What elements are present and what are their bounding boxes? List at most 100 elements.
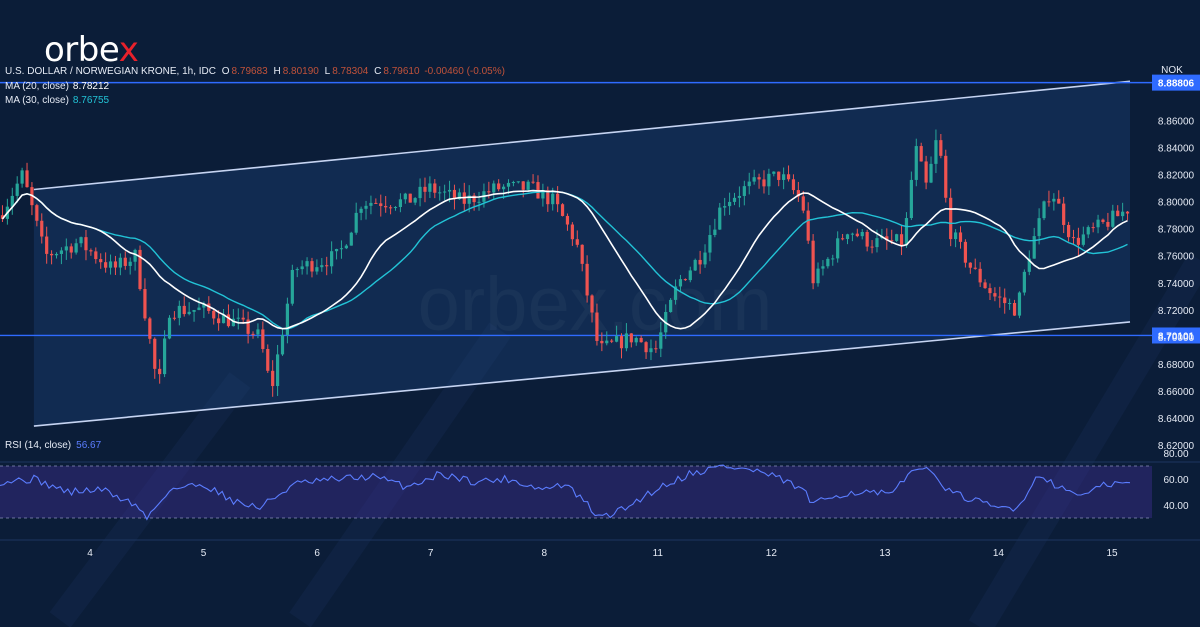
candle-body bbox=[221, 314, 226, 324]
time-axis[interactable]: 4 5 6 7 8 11 12 13 14 15 bbox=[87, 548, 1118, 559]
candle-body bbox=[649, 348, 653, 353]
price-tick-label: 8.66000 bbox=[1158, 387, 1195, 398]
candle-body bbox=[428, 183, 432, 192]
price-tick-label: 8.80000 bbox=[1158, 198, 1195, 209]
candle-body bbox=[35, 205, 39, 221]
candle-body bbox=[673, 286, 678, 300]
price-tick-label: 8.78000 bbox=[1158, 225, 1195, 236]
time-tick-label: 13 bbox=[879, 548, 891, 559]
candle-body bbox=[344, 245, 348, 249]
candle-body bbox=[271, 370, 275, 387]
candle-body bbox=[585, 263, 589, 296]
candle-body bbox=[791, 179, 796, 191]
candle-body bbox=[64, 246, 68, 251]
ma30-value: 8.76755 bbox=[72, 95, 110, 106]
candle-body bbox=[1012, 302, 1017, 316]
rsi-band bbox=[0, 466, 1152, 518]
candle-body bbox=[683, 279, 687, 281]
candle-body bbox=[359, 208, 363, 213]
candle-body bbox=[659, 332, 663, 349]
candle-body bbox=[560, 204, 565, 216]
candle-body bbox=[334, 249, 339, 252]
candle-body bbox=[777, 171, 781, 180]
candle-body bbox=[128, 261, 132, 266]
candle-body bbox=[619, 336, 624, 349]
candle-body bbox=[497, 183, 501, 190]
candle-body bbox=[772, 171, 776, 174]
candle-body bbox=[320, 265, 324, 268]
rsi-label: RSI (14, close) bbox=[5, 440, 72, 451]
candle-body bbox=[69, 246, 73, 253]
candle-body bbox=[143, 289, 147, 319]
price-tick-label: 8.86000 bbox=[1158, 117, 1195, 128]
candle-body bbox=[575, 239, 579, 245]
time-tick-label: 12 bbox=[766, 548, 778, 559]
price-tick-label: 8.84000 bbox=[1158, 144, 1195, 155]
candle-body bbox=[624, 333, 629, 349]
price-tick-label: 8.74000 bbox=[1158, 279, 1195, 290]
candle-body bbox=[315, 267, 319, 272]
candle-body bbox=[1008, 302, 1012, 304]
candle-body bbox=[870, 246, 874, 248]
time-tick-label: 15 bbox=[1106, 548, 1118, 559]
candle-body bbox=[501, 186, 506, 190]
candle-body bbox=[266, 348, 270, 371]
candle-body bbox=[74, 243, 78, 253]
time-tick-label: 7 bbox=[428, 548, 434, 559]
candle-body bbox=[1111, 210, 1115, 227]
candle-body bbox=[290, 269, 294, 304]
price-tick-label: 8.76000 bbox=[1158, 252, 1195, 263]
candle-body bbox=[256, 329, 260, 335]
candle-body bbox=[1022, 271, 1026, 293]
candle-body bbox=[349, 232, 353, 246]
candle-body bbox=[15, 183, 19, 196]
candle-body bbox=[231, 318, 235, 327]
candle-body bbox=[280, 334, 285, 355]
candle-body bbox=[94, 251, 98, 260]
candle-body bbox=[393, 207, 398, 209]
channel-upper-line bbox=[33, 80, 1131, 191]
candle-body bbox=[59, 250, 64, 254]
candle-body bbox=[678, 279, 683, 287]
candle-body bbox=[251, 333, 255, 335]
ma20-legend[interactable]: MA (20, close) 8.78212 bbox=[5, 81, 109, 92]
candle-body bbox=[477, 201, 481, 203]
candle-body bbox=[521, 181, 525, 190]
rsi-axis[interactable]: 40.00 60.00 80.00 bbox=[1163, 449, 1188, 512]
candle-body bbox=[1086, 227, 1090, 235]
candle-body bbox=[89, 250, 93, 252]
time-tick-label: 4 bbox=[87, 548, 93, 559]
candle-body bbox=[167, 317, 172, 339]
candle-body bbox=[197, 307, 201, 310]
candle-body bbox=[551, 193, 555, 205]
rsi-legend[interactable]: RSI (14, close) 56.67 bbox=[5, 440, 101, 451]
candle-body bbox=[99, 259, 103, 263]
candle-body bbox=[413, 198, 417, 203]
candle-body bbox=[836, 238, 840, 259]
price-tick-label: 8.64000 bbox=[1158, 414, 1195, 425]
candle-body bbox=[506, 182, 511, 187]
change-value: -0.00460 (-0.05%) bbox=[424, 66, 505, 77]
candle-body bbox=[261, 329, 265, 349]
candle-body bbox=[531, 181, 535, 183]
candle-body bbox=[192, 309, 196, 312]
candle-body bbox=[958, 232, 963, 242]
candle-body bbox=[325, 265, 329, 267]
candle-body bbox=[629, 333, 633, 343]
rsi-line bbox=[0, 464, 1131, 521]
candle-body bbox=[187, 311, 191, 315]
candle-body bbox=[1081, 234, 1085, 245]
candle-body bbox=[217, 318, 221, 324]
candle-body bbox=[644, 342, 648, 353]
ma30-label: MA (30, close) bbox=[5, 95, 69, 106]
candle-body bbox=[826, 258, 830, 267]
candle-body bbox=[723, 206, 727, 208]
candle-body bbox=[727, 201, 732, 207]
ma30-legend[interactable]: MA (30, close) 8.76755 bbox=[5, 95, 109, 106]
candle-body bbox=[895, 234, 899, 241]
candle-body bbox=[919, 146, 923, 162]
price-axis[interactable]: 8.62000 8.64000 8.66000 8.68000 8.70000 8.720… bbox=[1158, 117, 1195, 452]
symbol-legend[interactable]: U.S. DOLLAR / NORWEGIAN KRONE, 1h, IDC O… bbox=[5, 66, 505, 77]
candle-body bbox=[614, 336, 619, 342]
